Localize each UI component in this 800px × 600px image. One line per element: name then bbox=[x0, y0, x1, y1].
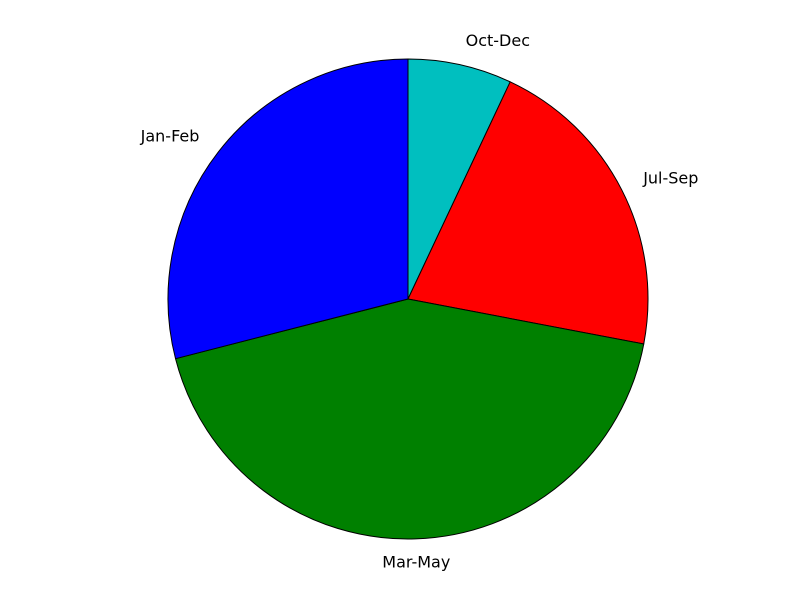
pie-label-oct-dec: Oct-Dec bbox=[466, 31, 530, 50]
pie-label-jul-sep: Jul-Sep bbox=[642, 169, 698, 188]
pie-labels: Oct-Dec Jul-Sep Mar-May Jan-Feb bbox=[140, 31, 699, 572]
pie-slice-oct-dec bbox=[407, 58, 511, 300]
pie-label-mar-may: Mar-May bbox=[382, 552, 450, 571]
pie-slice-jan-feb bbox=[167, 58, 409, 360]
pie-slice-mar-may bbox=[175, 298, 645, 540]
pie-slice-jul-sep bbox=[407, 81, 649, 345]
pie-slices bbox=[167, 58, 649, 540]
pie-label-jan-feb: Jan-Feb bbox=[140, 127, 200, 146]
